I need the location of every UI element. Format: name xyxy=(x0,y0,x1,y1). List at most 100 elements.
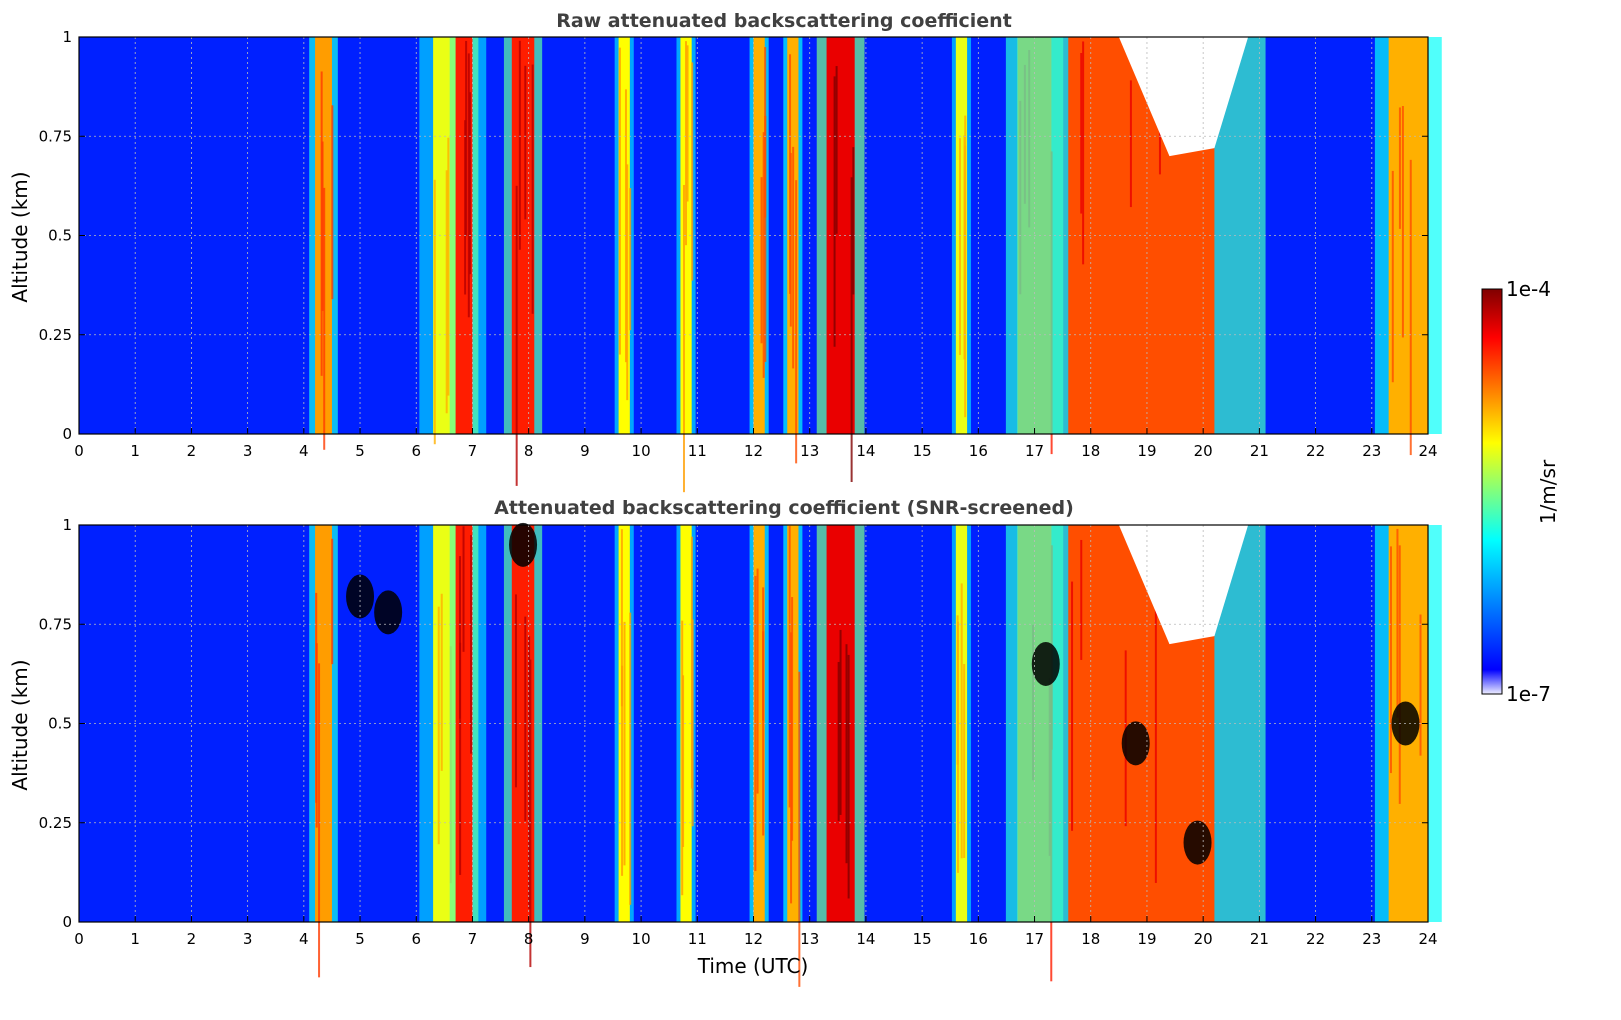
heatmap-streak xyxy=(331,538,334,665)
x-tick-label: 7 xyxy=(468,442,478,460)
heatmap-streak xyxy=(845,644,848,864)
x-tick-label: 20 xyxy=(1194,930,1213,948)
x-tick-label: 0 xyxy=(74,442,84,460)
x-tick-label: 6 xyxy=(411,930,421,948)
colorbar-min-label: 1e-7 xyxy=(1506,682,1551,706)
heatmap-streak xyxy=(1401,106,1404,338)
heatmap-streak xyxy=(445,170,448,414)
heatmap-streak xyxy=(762,132,765,378)
y-tick-label: 1 xyxy=(62,28,72,46)
heatmap-streak xyxy=(762,631,765,836)
heatmap-streak xyxy=(835,66,838,234)
colorbar-gradient xyxy=(1481,288,1503,695)
heatmap-streak xyxy=(624,89,627,363)
heatmap-streak xyxy=(1154,587,1157,883)
heatmap-streak xyxy=(1396,528,1399,718)
y-tick-label: 0.5 xyxy=(48,715,72,733)
x-tick-label: 23 xyxy=(1362,930,1381,948)
heatmap-streak xyxy=(458,556,461,719)
heatmap-streak xyxy=(467,53,470,318)
x-axis-label: Time (UTC) xyxy=(697,954,809,978)
heatmap-streak xyxy=(792,146,795,369)
heatmap-column xyxy=(955,37,968,434)
x-tick-label: 11 xyxy=(688,930,707,948)
heatmap-streak xyxy=(1398,107,1401,229)
x-tick-label: 1 xyxy=(130,442,140,460)
x-tick-label: 9 xyxy=(580,442,590,460)
x-tick-label: 2 xyxy=(187,442,197,460)
heatmap-streak xyxy=(963,663,966,858)
grid-lines xyxy=(79,525,1428,922)
heatmap-streak xyxy=(956,615,959,765)
heatmap-streak xyxy=(1082,41,1085,265)
heatmap-streak xyxy=(465,40,468,236)
heatmap-streak xyxy=(462,526,465,652)
heatmap-streak xyxy=(620,529,623,707)
x-tick-label: 14 xyxy=(856,930,875,948)
heatmap-streak xyxy=(524,616,527,822)
x-tick-label: 9 xyxy=(580,930,590,948)
heatmap-clear-region xyxy=(1118,37,1249,157)
x-tick-label: 15 xyxy=(913,930,932,948)
x-tick-label: 14 xyxy=(856,442,875,460)
x-tick-label: 18 xyxy=(1081,442,1100,460)
heatmap-streak xyxy=(791,597,794,841)
heatmap-streak xyxy=(437,606,440,845)
heatmap-streak xyxy=(682,184,685,493)
heatmap-streak xyxy=(1419,614,1422,756)
heatmap-streak xyxy=(621,665,624,876)
chart-title: Raw attenuated backscattering coefficien… xyxy=(556,10,1012,32)
x-tick-label: 1 xyxy=(130,930,140,948)
heatmap-streak xyxy=(685,41,688,246)
grid-lines xyxy=(79,37,1428,434)
x-tick-label: 5 xyxy=(355,930,365,948)
heatmap-streak xyxy=(524,65,527,220)
heatmap-streak xyxy=(756,568,759,794)
x-tick-label: 2 xyxy=(187,930,197,948)
heatmap-streak xyxy=(1080,52,1083,214)
panel-screened: Attenuated backscattering coefficient (S… xyxy=(8,497,1442,987)
x-tick-label: 19 xyxy=(1137,930,1156,948)
x-tick-label: 16 xyxy=(969,930,988,948)
heatmap-streak xyxy=(963,135,966,360)
heatmap-streak xyxy=(833,76,836,347)
x-tick-label: 24 xyxy=(1418,930,1437,948)
x-tick-label: 7 xyxy=(468,930,478,948)
y-tick-label: 0 xyxy=(62,425,72,443)
heatmap-column xyxy=(680,525,692,922)
heatmap-streak xyxy=(623,621,626,866)
heatmap-streak xyxy=(515,185,518,486)
x-tick-label: 17 xyxy=(1025,442,1044,460)
heatmap-streak xyxy=(690,536,693,789)
x-tick-label: 11 xyxy=(688,442,707,460)
heatmap-streak xyxy=(790,632,793,904)
x-tick-label: 10 xyxy=(632,930,651,948)
heatmap-streak xyxy=(518,40,521,250)
y-tick-label: 0 xyxy=(62,913,72,931)
heatmap-streak xyxy=(837,661,840,821)
heatmap-streak xyxy=(760,177,763,344)
heatmap-streak xyxy=(315,643,318,828)
heatmap-streak xyxy=(514,594,517,788)
heatmap-saturated-blob xyxy=(509,522,538,567)
heatmap-streak xyxy=(798,671,801,987)
heatmap-streak xyxy=(331,105,334,300)
heatmap-streak xyxy=(1129,80,1132,208)
heatmap-saturated-blob xyxy=(1031,641,1060,686)
heatmap-streak xyxy=(795,180,798,464)
x-tick-label: 22 xyxy=(1306,442,1325,460)
heatmap-streak xyxy=(528,636,531,909)
heatmap-streak xyxy=(686,45,689,202)
heatmap-streak xyxy=(469,92,472,275)
heatmap-streak xyxy=(1071,581,1074,831)
x-tick-label: 23 xyxy=(1362,442,1381,460)
panel-raw: Raw attenuated backscattering coefficien… xyxy=(8,10,1442,493)
heatmap-streak xyxy=(958,138,961,355)
heatmap-streak xyxy=(629,188,632,331)
heatmap-streak xyxy=(1389,546,1392,774)
y-tick-label: 0.75 xyxy=(39,127,72,145)
x-tick-label: 0 xyxy=(74,930,84,948)
colorbar-units-label: 1/m/sr xyxy=(1536,459,1560,524)
x-ticks: 0 1 2 3 4 5 6 7 8 9 10 11 12 13 14 15 16 17 18 19 20 21 22 23 24 xyxy=(74,916,1438,948)
